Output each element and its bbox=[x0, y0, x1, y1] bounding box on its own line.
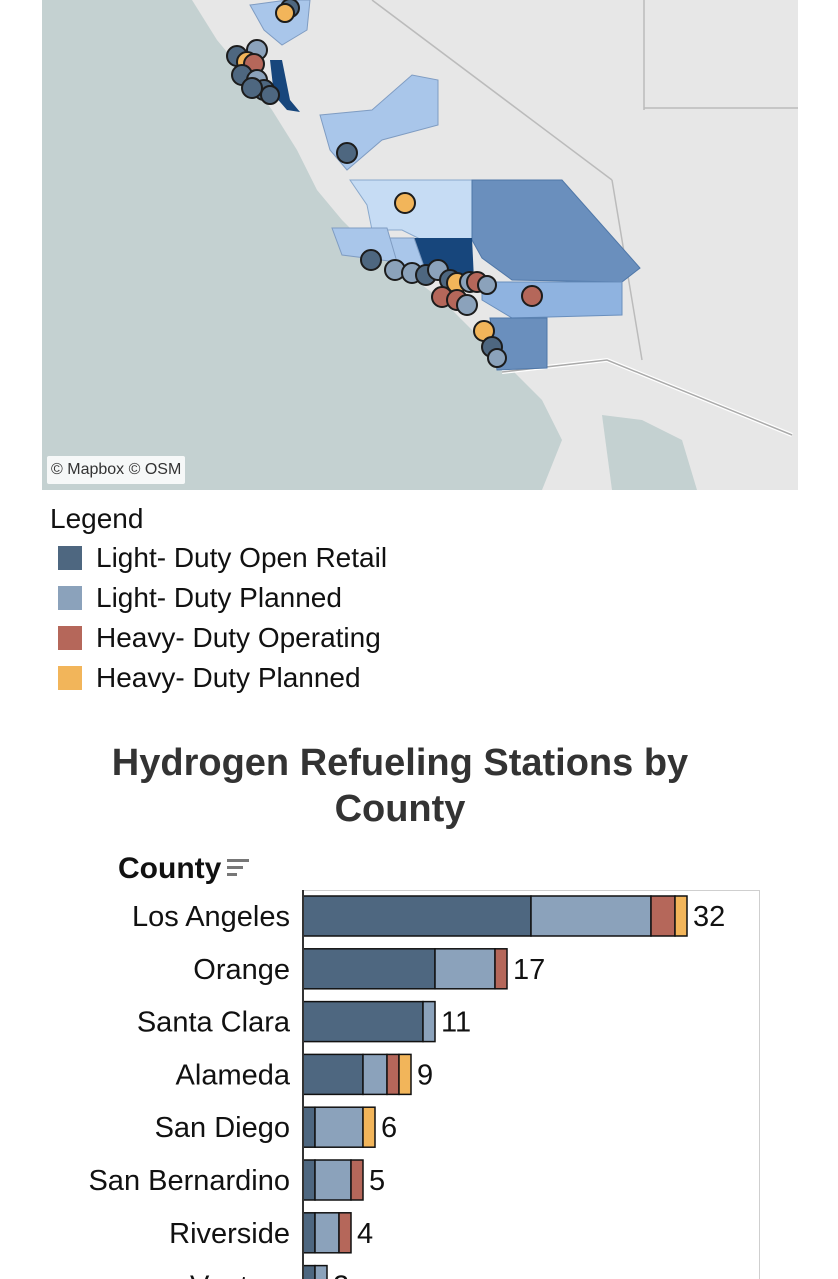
bar-segment[interactable] bbox=[674, 895, 688, 937]
total-label: 32 bbox=[693, 901, 725, 933]
bar-segment[interactable] bbox=[302, 948, 436, 990]
map-canvas[interactable] bbox=[42, 0, 798, 490]
bar-segment[interactable] bbox=[398, 1053, 412, 1096]
station-markers bbox=[226, 0, 543, 368]
legend-label: Light- Duty Open Retail bbox=[96, 542, 388, 573]
bar-segment[interactable] bbox=[434, 948, 496, 990]
category-label[interactable]: San Diego bbox=[155, 1112, 290, 1144]
legend-label: Heavy- Duty Operating bbox=[96, 622, 381, 653]
ocean bbox=[42, 0, 562, 490]
bar-segment[interactable] bbox=[302, 1000, 424, 1043]
county-san-bernardino bbox=[471, 179, 641, 283]
station-marker bbox=[241, 77, 263, 99]
axis-line bbox=[302, 890, 304, 1279]
total-label: 4 bbox=[357, 1218, 373, 1250]
category-label[interactable]: San Bernardino bbox=[88, 1165, 290, 1197]
chart-title: Hydrogen Refueling Stations by County bbox=[111, 742, 689, 830]
category-label[interactable]: Riverside bbox=[169, 1218, 290, 1250]
legend-swatch bbox=[58, 666, 82, 690]
bar-segment[interactable] bbox=[650, 895, 676, 937]
county-alameda bbox=[270, 60, 300, 112]
category-label[interactable]: Alameda bbox=[176, 1059, 291, 1091]
station-marker bbox=[275, 3, 295, 23]
station-marker bbox=[521, 285, 543, 307]
state-border bbox=[371, 0, 613, 181]
total-label: 9 bbox=[417, 1059, 433, 1091]
total-label: 17 bbox=[513, 954, 545, 986]
bar-segment[interactable] bbox=[314, 1212, 340, 1254]
bar-segment[interactable] bbox=[302, 895, 532, 937]
station-marker bbox=[487, 348, 507, 368]
category-label[interactable]: Orange bbox=[193, 954, 290, 986]
bar-chart: Los Angeles 32 Orange 17 Santa Clara 11 Alamed… bbox=[0, 880, 838, 1279]
bar-segment[interactable] bbox=[530, 895, 652, 937]
column-header-label: County bbox=[118, 852, 222, 885]
bar-segment[interactable] bbox=[302, 1159, 316, 1201]
sort-icon[interactable] bbox=[227, 859, 250, 879]
legend-item-light-duty-open-retail[interactable]: Light- Duty Open Retail bbox=[50, 538, 570, 578]
bar-chart-canvas: Los Angeles 32 Orange 17 Santa Clara 11 Alamed… bbox=[88, 895, 725, 1279]
category-label[interactable]: Los Angeles bbox=[132, 901, 290, 933]
station-marker bbox=[336, 142, 358, 164]
legend-title: Legend bbox=[50, 503, 144, 534]
total-label: 2 bbox=[333, 1271, 349, 1279]
total-label: 6 bbox=[381, 1112, 397, 1144]
bar-segment[interactable] bbox=[386, 1053, 400, 1096]
station-marker bbox=[260, 85, 280, 105]
legend-swatch bbox=[58, 626, 82, 650]
total-label: 11 bbox=[441, 1007, 471, 1039]
legend-item-heavy-duty-planned[interactable]: Heavy- Duty Planned bbox=[50, 658, 570, 698]
legend-label: Light- Duty Planned bbox=[96, 582, 342, 613]
station-marker bbox=[477, 275, 497, 295]
bar-segment[interactable] bbox=[422, 1000, 436, 1043]
county-riverside bbox=[481, 281, 623, 319]
legend-swatch bbox=[58, 586, 82, 610]
bar-segment[interactable] bbox=[302, 1212, 316, 1254]
bar-segment[interactable] bbox=[494, 948, 508, 990]
legend: Legend Light- Duty Open Retail Light- Du… bbox=[50, 500, 570, 698]
station-marker bbox=[360, 249, 382, 271]
bar-segment[interactable] bbox=[314, 1159, 352, 1201]
county-column-header[interactable]: County bbox=[118, 852, 250, 886]
map-attribution[interactable]: © Mapbox © OSM bbox=[47, 456, 186, 484]
station-marker bbox=[456, 294, 478, 316]
legend-item-heavy-duty-operating[interactable]: Heavy- Duty Operating bbox=[50, 618, 570, 658]
bar-segment[interactable] bbox=[362, 1106, 376, 1148]
category-label[interactable]: Santa Clara bbox=[137, 1007, 291, 1039]
bar-segment[interactable] bbox=[302, 1106, 316, 1148]
bar-segment[interactable] bbox=[302, 1264, 316, 1279]
legend-swatch bbox=[58, 546, 82, 570]
bar-segment[interactable] bbox=[338, 1212, 352, 1254]
station-map[interactable]: © Mapbox © OSM bbox=[42, 0, 798, 490]
bar-segment[interactable] bbox=[314, 1106, 364, 1148]
total-label: 5 bbox=[369, 1165, 385, 1197]
station-marker bbox=[394, 192, 416, 214]
legend-item-light-duty-planned[interactable]: Light- Duty Planned bbox=[50, 578, 570, 618]
bar-segment[interactable] bbox=[350, 1159, 364, 1201]
bar-segment[interactable] bbox=[362, 1053, 388, 1096]
legend-label: Heavy- Duty Planned bbox=[96, 662, 361, 693]
bar-segment[interactable] bbox=[302, 1053, 364, 1096]
bar-segment[interactable] bbox=[314, 1264, 328, 1279]
gulf-water bbox=[602, 415, 697, 490]
category-label[interactable]: Ventura bbox=[190, 1271, 291, 1279]
